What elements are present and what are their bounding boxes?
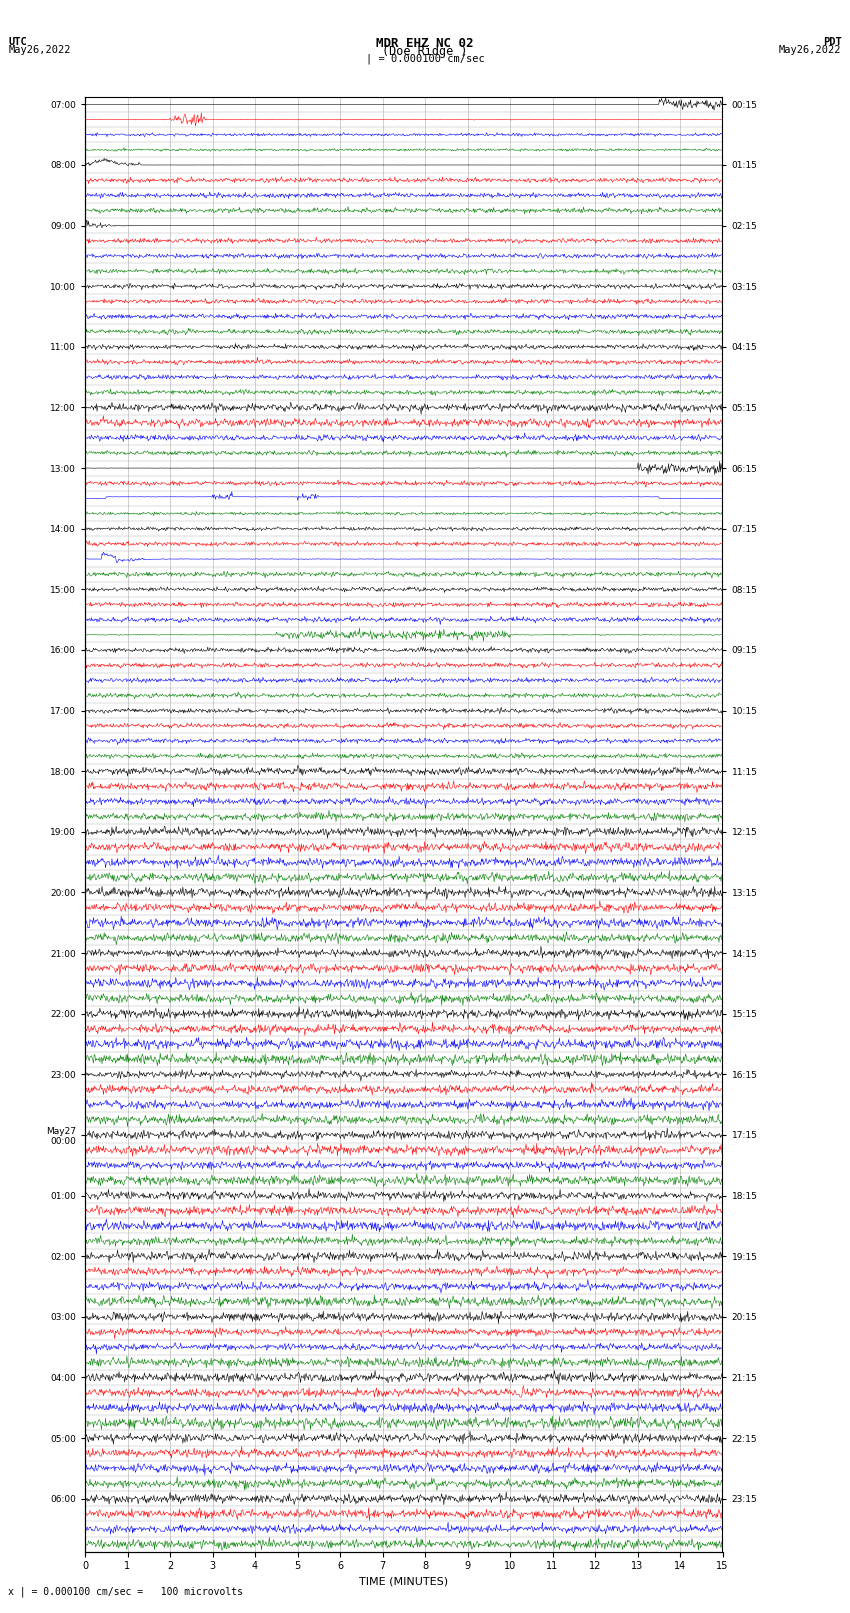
Text: May26,2022: May26,2022 [779, 45, 842, 55]
Text: MDR EHZ NC 02: MDR EHZ NC 02 [377, 37, 473, 50]
Text: (Doe Ridge ): (Doe Ridge ) [382, 45, 468, 58]
Text: | = 0.000100 cm/sec: | = 0.000100 cm/sec [366, 53, 484, 65]
Text: PDT: PDT [823, 37, 842, 47]
Text: UTC: UTC [8, 37, 27, 47]
Text: x | = 0.000100 cm/sec =   100 microvolts: x | = 0.000100 cm/sec = 100 microvolts [8, 1586, 243, 1597]
X-axis label: TIME (MINUTES): TIME (MINUTES) [360, 1578, 448, 1587]
Text: May26,2022: May26,2022 [8, 45, 71, 55]
